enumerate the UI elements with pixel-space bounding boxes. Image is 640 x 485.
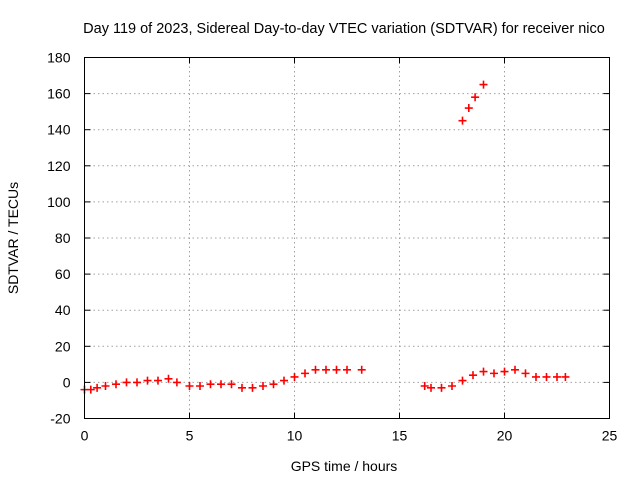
data-point [196,382,204,391]
data-point [490,369,498,378]
data-point [238,383,246,392]
data-point [172,378,181,387]
data-point [332,365,341,374]
tick-layer: 0 5 10 15 20 25 -20 0 20 40 60 80 100 120 140 160 180 [47,50,617,444]
data-point [122,378,131,387]
y-tick-label: 140 [47,122,71,138]
data-point [112,380,120,389]
data-point [464,104,473,113]
data-point [448,382,456,391]
data-point [469,371,477,380]
y-tick-label: 120 [47,158,71,174]
data-point [269,380,278,389]
data-point [154,376,162,385]
data-point [322,365,330,374]
data-point [185,382,194,391]
x-tick-label: 5 [186,428,194,444]
data-point [458,376,467,385]
y-tick-label: 20 [55,338,71,354]
data-point [427,383,435,392]
x-axis-label: GPS time / hours [291,458,398,474]
x-tick-label: 20 [497,428,513,444]
data-point [143,376,152,385]
data-point [93,383,102,392]
x-tick-label: 25 [602,428,618,444]
data-point [343,365,351,374]
grid-layer [84,57,610,419]
data-point [101,382,110,391]
data-point [280,376,288,385]
y-axis-label: SDTVAR / TECUs [5,182,21,294]
data-point [206,380,215,389]
data-point [511,365,519,374]
y-tick-label: 160 [47,86,71,102]
y-tick-label: 40 [55,302,71,318]
y-tick-label: 180 [47,50,71,66]
chart-title: Day 119 of 2023, Sidereal Day-to-day VTE… [83,21,605,37]
data-point [133,378,141,387]
data-point [311,365,320,374]
data-point [437,383,446,392]
data-layer [80,80,570,394]
data-point [248,383,257,392]
y-tick-label: 60 [55,266,71,282]
data-point [357,365,366,374]
data-point [532,372,540,381]
y-tick-label: 100 [47,194,71,210]
x-tick-label: 15 [392,428,408,444]
data-point [561,372,570,381]
data-point [500,367,509,376]
data-point [164,374,173,383]
data-point [420,382,429,391]
data-point [479,80,488,89]
data-point [217,380,225,389]
data-point [86,385,95,394]
data-point [227,380,236,389]
y-tick-label: 0 [63,374,71,390]
data-point [301,369,309,378]
x-tick-label: 10 [287,428,303,444]
x-tick-label: 0 [81,428,89,444]
data-point [542,372,551,381]
data-point [458,116,467,125]
y-tick-label: -20 [50,411,70,427]
data-point [290,372,299,381]
y-tick-label: 80 [55,230,71,246]
data-point [521,369,530,378]
data-point [479,367,488,376]
data-point [259,382,267,391]
data-point [471,93,480,102]
data-point [553,372,561,381]
